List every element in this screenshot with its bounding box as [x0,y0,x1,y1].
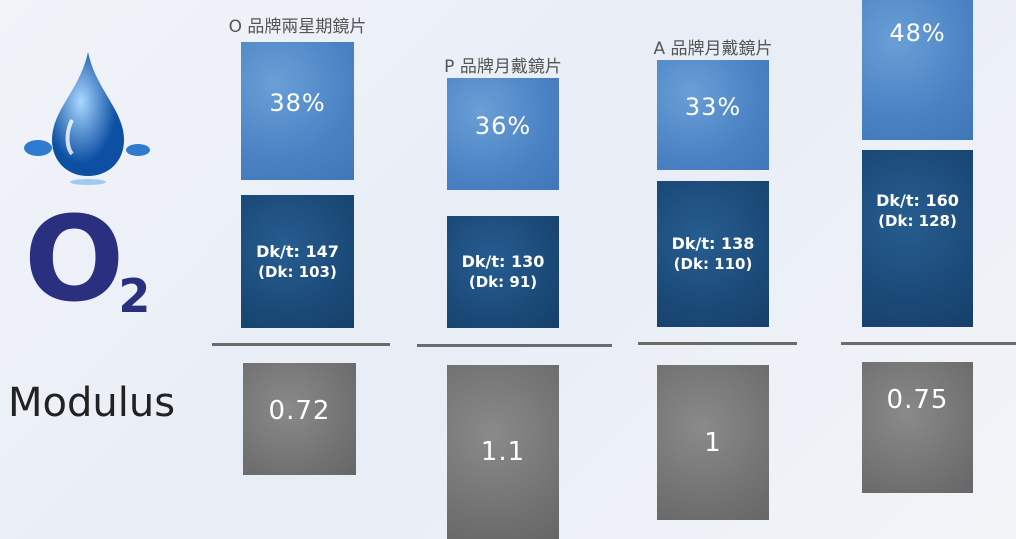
divider-line [638,342,797,345]
brand-name: A 品牌月戴鏡片 [653,39,773,59]
modulus-box: 0.72 [243,363,356,475]
modulus-value: 0.75 [886,384,949,415]
dk-value: (Dk: 110) [673,255,753,273]
water-content: 36% [474,112,532,140]
water-content: 38% [269,89,326,117]
oxygen-text: Dk/t: 130 (Dk: 91) [462,252,545,292]
modulus-label: Modulus [8,380,176,426]
oxygen-box: Dk/t: 130 (Dk: 91) [447,216,559,328]
water-content: 33% [684,93,742,121]
dk-value: (Dk: 91) [468,273,538,291]
oxygen-box: Dk/t: 160 (Dk: 128) [862,150,973,327]
o2-symbol: O2 [24,200,150,319]
water-content-box: 33% [657,60,769,170]
modulus-box: 0.75 [862,362,973,493]
water-content-box: 38% [241,42,354,180]
divider-line [212,343,390,346]
divider-line [417,344,612,347]
modulus-box: 1 [657,365,769,520]
oxygen-text: Dk/t: 147 (Dk: 103) [256,242,339,282]
dk-value: (Dk: 103) [258,262,337,281]
oxygen-box: Dk/t: 147 (Dk: 103) [241,195,354,328]
water-content-box: 48% [862,0,973,140]
modulus-value: 1 [704,427,722,458]
modulus-box: 1.1 [447,365,559,539]
water-content-box: 36% [447,78,559,190]
o2-letter: O [24,190,125,328]
brand-name: O 品牌兩星期鏡片 [228,17,367,37]
water-drop-icon [24,52,150,185]
dk-value: (Dk: 128) [878,211,957,230]
dk-t-value: Dk/t: 160 [876,190,959,210]
brand-name: P 品牌月戴鏡片 [444,57,562,77]
water-content: 48% [889,19,946,47]
oxygen-text: Dk/t: 138 (Dk: 110) [672,234,755,274]
dk-t-value: Dk/t: 130 [461,252,545,271]
modulus-value: 0.72 [268,396,331,426]
oxygen-box: Dk/t: 138 (Dk: 110) [657,181,769,327]
modulus-value: 1.1 [480,437,526,467]
oxygen-text: Dk/t: 160 (Dk: 128) [876,191,959,231]
dk-t-value: Dk/t: 147 [256,241,339,261]
o2-subscript: 2 [118,269,151,323]
dk-t-value: Dk/t: 138 [671,234,755,253]
divider-line [841,342,1016,345]
